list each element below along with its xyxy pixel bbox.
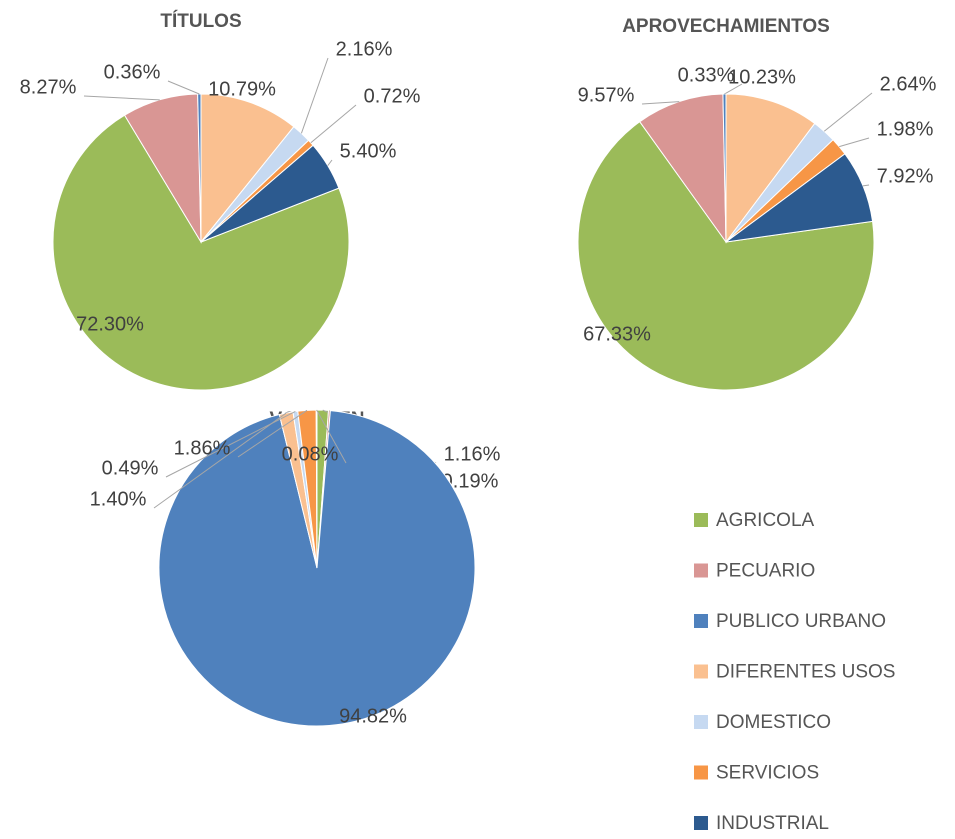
data-label: 67.33% (583, 323, 651, 345)
leader-line (153, 412, 287, 509)
legend-swatch (694, 614, 708, 628)
pie-slice (577, 121, 875, 391)
data-label: 10.23% (728, 66, 796, 88)
leader-line (165, 411, 296, 478)
leader-line (300, 57, 329, 134)
data-label: 0.72% (364, 85, 421, 107)
leader-line (823, 92, 873, 132)
leader-line (310, 104, 357, 144)
pie-slice (725, 153, 874, 243)
data-label: 1.98% (877, 118, 934, 140)
legend-swatch (694, 664, 708, 679)
leader-line (327, 159, 333, 166)
data-label: 9.57% (578, 84, 635, 106)
data-label: 0.33% (678, 64, 735, 86)
legend-label: AGRICOLA (716, 510, 815, 531)
pie-slice (639, 93, 727, 244)
pie-slice (200, 144, 340, 243)
data-label: 0.19% (442, 470, 499, 492)
data-label: 1.86% (174, 437, 231, 459)
chart-title: TÍTULOS (160, 10, 241, 32)
data-label: 1.40% (90, 488, 147, 510)
leader-line (839, 137, 870, 148)
legend-label: PECUARIO (716, 561, 815, 582)
chart-title: APROVECHAMIENTOS (622, 16, 830, 37)
data-label: 0.08% (282, 443, 339, 465)
pie-slice (725, 93, 816, 244)
legend-swatch (694, 816, 708, 830)
data-label: 0.36% (104, 61, 161, 83)
data-label: 72.30% (76, 313, 144, 335)
data-label: 5.40% (340, 140, 397, 162)
pie-slice (200, 93, 295, 244)
leader-line (237, 409, 308, 458)
legend-label: SERVICIOS (716, 763, 819, 784)
legend-label: DIFERENTES USOS (716, 662, 895, 683)
legend-label: DOMESTICO (716, 712, 831, 733)
legend-swatch (694, 715, 708, 729)
legend-label: PUBLICO URBANO (716, 611, 886, 632)
leader-line (862, 184, 870, 187)
pie-slice (158, 410, 476, 727)
leader-line (724, 83, 743, 95)
data-label: 10.79% (208, 78, 276, 100)
data-label: 0.49% (102, 457, 159, 479)
leader-line (83, 95, 160, 101)
leader-line (641, 101, 680, 105)
legend-swatch (694, 765, 708, 780)
leader-line (167, 80, 200, 95)
legend-swatch (694, 563, 708, 578)
data-label: 1.16% (444, 443, 501, 465)
data-label: 8.27% (20, 76, 77, 98)
legend-label: INDUSTRIAL (716, 813, 829, 834)
data-label: 2.16% (336, 38, 393, 60)
leader-line (316, 409, 347, 464)
legend-swatch (694, 513, 708, 527)
pie-slice (52, 114, 350, 391)
data-label: 7.92% (877, 165, 934, 187)
data-label: 94.82% (339, 705, 407, 727)
data-label: 2.64% (880, 73, 937, 95)
